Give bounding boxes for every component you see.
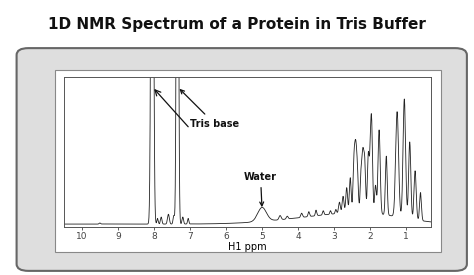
Text: 1D NMR Spectrum of a Protein in Tris Buffer: 1D NMR Spectrum of a Protein in Tris Buf… (48, 16, 426, 32)
Text: Water: Water (244, 172, 277, 206)
Text: Tris base: Tris base (181, 90, 239, 129)
FancyBboxPatch shape (17, 48, 467, 271)
FancyBboxPatch shape (55, 70, 441, 252)
X-axis label: H1 ppm: H1 ppm (228, 242, 267, 252)
